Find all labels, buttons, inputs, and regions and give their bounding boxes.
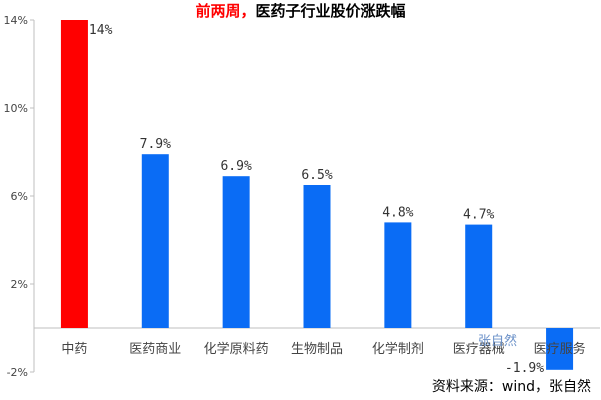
bar [384,222,412,328]
y-tick-label: 6% [11,190,28,203]
bar [222,176,250,328]
bar [303,185,331,328]
data-label: -1.9% [505,361,544,376]
bar [465,224,493,328]
y-tick-label: 10% [4,102,28,115]
x-tick-label: 医疗服务 [534,341,586,357]
x-tick-label: 医药商业 [129,342,181,357]
data-label: 6.5% [301,168,332,183]
bar [546,328,574,370]
data-label: 7.9% [140,137,171,152]
x-tick-label: 中药 [61,342,87,357]
y-tick-label: 14% [4,14,28,27]
data-label: 4.7% [463,208,494,223]
x-tick-label: 化学制剂 [372,341,424,357]
bar [141,154,169,328]
bar [60,20,88,328]
x-tick-label: 医疗器械 [453,342,505,357]
data-label: 6.9% [220,159,251,174]
x-tick-label: 生物制品 [291,342,343,357]
chart-title: 前两周，医药子行业股价涨跌幅 [0,0,601,22]
data-label: 14% [89,23,113,38]
data-label: 4.8% [382,205,413,220]
y-tick-label: -2% [7,366,28,379]
watermark-text: 张自然 [478,334,518,349]
source-note: 资料来源：wind，张自然 [431,379,591,395]
x-tick-label: 化学原料药 [204,341,269,357]
y-tick-label: 2% [11,278,28,291]
chart-title-prefix: 前两周， [195,2,256,20]
chart-title-main: 医药子行业股价涨跌幅 [255,2,406,20]
